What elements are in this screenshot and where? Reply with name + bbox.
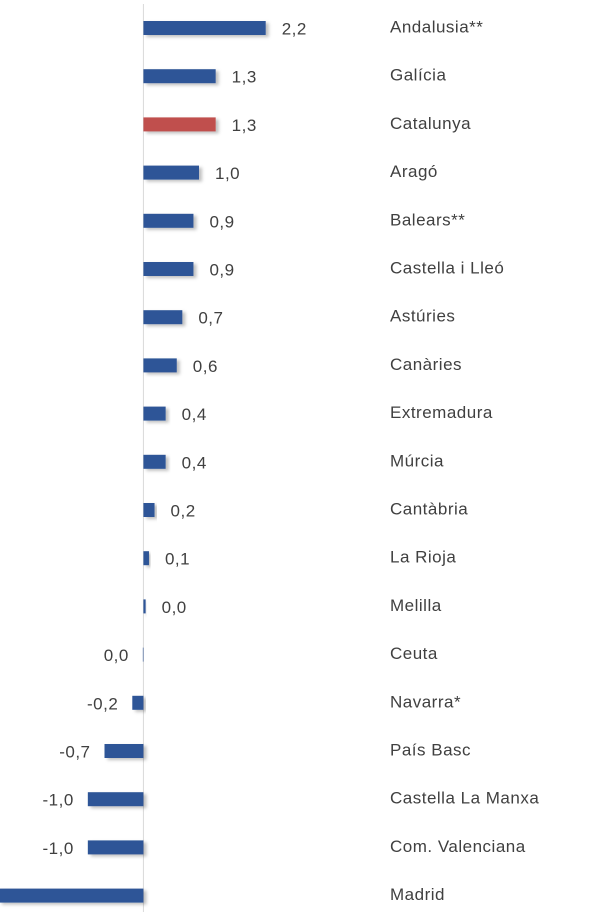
category-label: Navarra* — [390, 692, 461, 711]
category-label: Galícia — [390, 66, 446, 85]
bar — [143, 165, 200, 180]
category-label: Castella La Manxa — [390, 789, 539, 808]
value-label: 0,4 — [182, 405, 207, 424]
category-label: Catalunya — [390, 114, 471, 133]
value-label: -1,0 — [43, 839, 74, 858]
value-label: 0,6 — [193, 357, 218, 376]
category-label: Castella i Lleó — [390, 258, 504, 277]
value-label: 1,0 — [215, 164, 240, 183]
value-label: 0,7 — [198, 309, 223, 328]
category-label: Melilla — [390, 596, 442, 615]
value-label: 0,0 — [162, 598, 187, 617]
bar — [143, 454, 166, 469]
bar — [143, 358, 177, 373]
bar — [87, 792, 144, 807]
category-label: Balears** — [390, 210, 465, 229]
category-label: Astúries — [390, 307, 455, 326]
bar — [143, 69, 216, 84]
category-label: Canàries — [390, 355, 462, 374]
bar — [143, 213, 194, 228]
bar — [143, 503, 155, 517]
bar — [143, 551, 149, 566]
value-label: -0,2 — [87, 694, 118, 713]
category-label: Múrcia — [390, 451, 444, 470]
category-label: Aragó — [390, 162, 438, 181]
value-label: 0,4 — [182, 453, 207, 472]
category-label: Madrid — [390, 885, 445, 904]
value-label: -1,0 — [43, 791, 74, 810]
bar — [104, 744, 144, 758]
value-label: 0,2 — [171, 501, 196, 520]
category-label: Ceuta — [390, 644, 438, 663]
value-label: 1,3 — [232, 116, 257, 135]
value-label: -0,7 — [59, 742, 90, 761]
category-label: La Rioja — [390, 548, 456, 567]
value-label: 2,2 — [282, 19, 307, 38]
bar — [132, 695, 144, 710]
value-label: 0,1 — [165, 550, 190, 569]
bar — [0, 888, 144, 903]
value-label: 0,0 — [104, 646, 129, 665]
category-label: Com. Valenciana — [390, 837, 526, 856]
value-label: 1,3 — [232, 68, 257, 87]
bar — [143, 21, 266, 35]
bar — [143, 262, 194, 276]
category-label: Extremadura — [390, 403, 493, 422]
category-label: País Basc — [390, 740, 471, 759]
category-label: Andalusia** — [390, 17, 483, 36]
bar — [143, 310, 183, 325]
bar — [142, 647, 144, 662]
value-label: 0,9 — [209, 260, 234, 279]
bar — [143, 406, 166, 421]
bar — [87, 840, 144, 855]
category-label: Cantàbria — [390, 499, 468, 518]
value-label: 0,9 — [209, 212, 234, 231]
bar — [143, 117, 216, 132]
bar — [143, 599, 146, 614]
